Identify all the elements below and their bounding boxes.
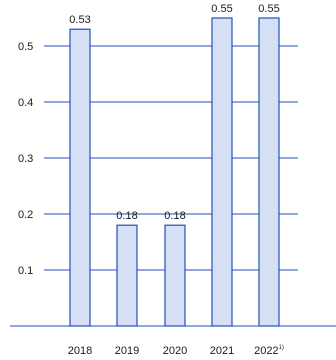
data-label-2021: 0.55: [211, 3, 232, 15]
bar-2019: [116, 224, 138, 327]
data-labels: 0.53 0.18 0.18 0.55 0.55: [69, 3, 279, 222]
y-tick-label: 0.4: [18, 97, 33, 109]
y-tick-label: 0.1: [18, 265, 33, 277]
data-label-2019: 0.18: [116, 210, 137, 222]
data-label-2020: 0.18: [164, 210, 185, 222]
x-axis-ticks: 2018 2019 2020 2021 20221): [68, 345, 284, 357]
y-tick-label: 0.2: [18, 209, 33, 221]
y-tick-label: 0.3: [18, 153, 33, 165]
x-tick-label: 2021: [210, 345, 234, 357]
data-label-2018: 0.53: [69, 14, 90, 26]
bar-2020: [164, 224, 186, 327]
data-label-2022: 0.55: [258, 3, 279, 15]
bars: [69, 17, 280, 327]
x-tick-label: 2018: [68, 345, 92, 357]
bar-2021: [211, 17, 233, 327]
x-tick-label: 20221): [254, 345, 284, 357]
y-tick-label: 0.5: [18, 41, 33, 53]
footnote-marker: 1): [279, 345, 284, 351]
bar-2018: [69, 28, 91, 327]
x-tick-label: 2019: [115, 345, 139, 357]
y-axis-ticks: 0.1 0.2 0.3 0.4 0.5: [18, 41, 33, 277]
bar-2022: [258, 17, 280, 327]
x-tick-label: 2020: [163, 345, 187, 357]
